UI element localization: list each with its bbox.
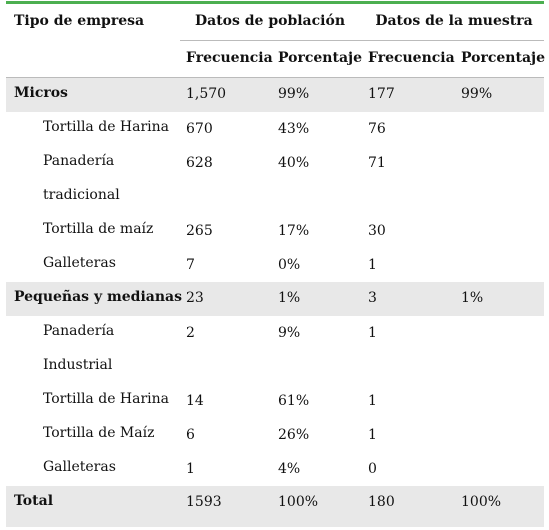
cell-value: 1%	[461, 290, 484, 306]
cell-value: 43%	[278, 121, 310, 137]
subheader: Porcentaje	[278, 50, 362, 66]
row-label: Micros	[14, 85, 68, 101]
group-header: Datos de la muestra	[375, 13, 533, 29]
row-shade	[6, 78, 544, 112]
cell-value: 1,570	[186, 86, 227, 102]
cell-value: 6	[186, 427, 195, 443]
row-label: Tortilla de maíz	[43, 221, 154, 237]
row-label: Panadería tradicional	[43, 153, 120, 203]
cell-value: 2	[186, 325, 195, 341]
row-shade	[6, 282, 544, 316]
cell-value: 99%	[461, 86, 493, 102]
row-label: Panadería Industrial	[43, 323, 115, 373]
cell-value: 4%	[278, 461, 301, 477]
cell-value: 0%	[278, 257, 301, 273]
subheader: Porcentaje	[461, 50, 545, 66]
cell-value: 71	[368, 155, 386, 171]
cell-value: 180	[368, 494, 395, 510]
cell-value: 1%	[278, 290, 301, 306]
row-label: Tortilla de Harina	[43, 119, 170, 135]
header-rule	[6, 77, 544, 78]
cell-value: 1	[368, 393, 377, 409]
cell-value: 76	[368, 121, 386, 137]
row-label: Tortilla de Harina	[43, 391, 170, 407]
cell-value: 0	[368, 461, 377, 477]
top-rule	[6, 1, 544, 4]
group-rule	[180, 40, 544, 41]
cell-value: 1	[368, 257, 377, 273]
cell-value: 670	[186, 121, 213, 137]
cell-value: 1	[368, 325, 377, 341]
cell-value: 9%	[278, 325, 301, 341]
subheader: Frecuencia	[368, 50, 455, 66]
cell-value: 3	[368, 290, 377, 306]
cell-value: 100%	[461, 494, 502, 510]
cell-value: 26%	[278, 427, 310, 443]
cell-value: 30	[368, 223, 386, 239]
row-label: Galleteras	[43, 459, 116, 475]
row-shade	[6, 486, 544, 527]
cell-value: 23	[186, 290, 204, 306]
row-label: Galleteras	[43, 255, 116, 271]
cell-value: 265	[186, 223, 213, 239]
row-label: Tortilla de Maíz	[43, 425, 155, 441]
subheader: Frecuencia	[186, 50, 273, 66]
cell-value: 177	[368, 86, 395, 102]
cell-value: 61%	[278, 393, 310, 409]
cell-value: 17%	[278, 223, 310, 239]
cell-value: 100%	[278, 494, 319, 510]
type-header: Tipo de empresa	[14, 13, 145, 29]
cell-value: 40%	[278, 155, 310, 171]
cell-value: 1	[186, 461, 195, 477]
group-header: Datos de población	[194, 13, 345, 29]
cell-value: 1593	[186, 494, 222, 510]
row-label: Pequeñas y medianas	[14, 289, 182, 305]
cell-value: 14	[186, 393, 204, 409]
cell-value: 1	[368, 427, 377, 443]
cell-value: 628	[186, 155, 213, 171]
cell-value: 7	[186, 257, 195, 273]
row-label: Total	[14, 493, 54, 509]
cell-value: 99%	[278, 86, 310, 102]
